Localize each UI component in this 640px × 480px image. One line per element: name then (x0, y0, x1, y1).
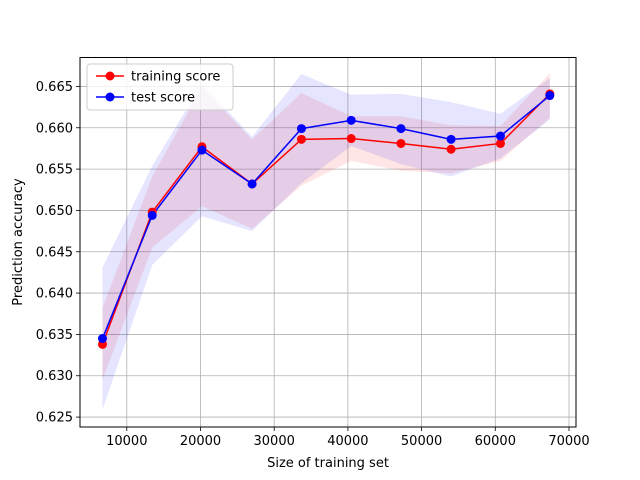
legend-marker-training (105, 71, 115, 81)
x-tick-label: 20000 (180, 434, 221, 449)
point-test-score (545, 91, 555, 101)
legend-label-training: training score (131, 70, 220, 85)
x-tick-label: 70000 (548, 434, 589, 449)
y-axis-ticks: 0.625 0.630 0.635 0.640 0.645 0.650 0.655 0.660… (36, 80, 80, 426)
y-tick-label: 0.655 (36, 163, 73, 178)
y-tick-label: 0.625 (36, 411, 73, 426)
x-axis-ticks: 10000 20000 30000 40000 50000 60000 70000 (106, 427, 590, 449)
line-training-score (101, 93, 551, 345)
point-test-score (396, 124, 406, 134)
y-tick-label: 0.635 (36, 328, 73, 343)
point-test-score (296, 124, 306, 134)
x-tick-label: 40000 (327, 434, 368, 449)
y-tick-label: 0.660 (36, 121, 73, 136)
series-lines (101, 93, 551, 345)
plot-frame (79, 57, 577, 428)
point-test-score (197, 145, 207, 155)
y-tick-label: 0.665 (36, 80, 73, 95)
legend-marker-test (105, 92, 115, 102)
point-test-score (446, 134, 456, 144)
point-test-score (147, 210, 157, 220)
line-test-score (101, 94, 551, 339)
point-training-score (495, 138, 505, 148)
x-tick-label: 50000 (401, 434, 442, 449)
point-training-score (346, 134, 356, 144)
point-training-score (446, 144, 456, 154)
point-test-score (247, 179, 257, 189)
point-training-score (296, 134, 306, 144)
point-test-score (495, 131, 505, 141)
y-tick-label: 0.630 (36, 369, 73, 384)
y-tick-label: 0.645 (36, 245, 73, 260)
x-tick-label: 30000 (254, 434, 295, 449)
y-tick-label: 0.640 (36, 287, 73, 302)
grid-lines (80, 57, 576, 427)
x-axis-label: Size of training set (267, 456, 389, 471)
point-test-score (346, 115, 356, 125)
point-test-score (97, 334, 107, 344)
point-training-score (396, 138, 406, 148)
x-tick-label: 60000 (475, 434, 516, 449)
y-axis-label: Prediction accuracy (11, 178, 26, 306)
y-tick-label: 0.650 (36, 204, 73, 219)
series-markers (97, 89, 555, 349)
legend-label-test: test score (131, 91, 195, 106)
band-training-score (102, 73, 550, 380)
legend: training score test score (86, 63, 234, 111)
x-tick-label: 10000 (106, 434, 147, 449)
